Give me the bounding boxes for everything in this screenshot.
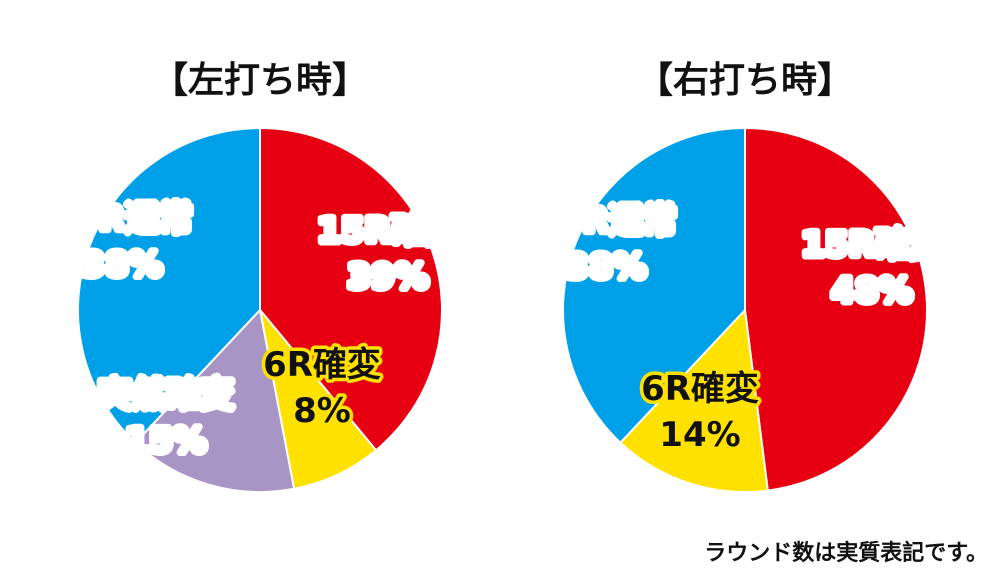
slice-value-label: 38% [81, 245, 162, 285]
pie-slice [618, 307, 769, 493]
slice-value-label: 39% [347, 257, 428, 297]
slice-value-label: 8% [293, 391, 351, 431]
pie-slice [744, 126, 928, 492]
slice-label: 10R通常 [51, 199, 193, 239]
pie-slice [133, 307, 296, 493]
slice-value-label: 15% [125, 421, 206, 461]
slice-label: 10R通常 [535, 201, 677, 241]
slice-label: 15R確変 [317, 211, 459, 251]
pie-slice [259, 126, 443, 452]
slice-label: 15R確変 [801, 225, 943, 265]
slice-label: 突然確変 [98, 375, 234, 415]
right-hit-pie-chart: 【右打ち時】 15R確変 48% 6R確変 14% 10R通常 38% [532, 60, 946, 493]
slice-label: 6R確変 [263, 345, 381, 385]
pie-slice [562, 126, 746, 445]
slice-value-label: 48% [831, 271, 912, 311]
pie-slice [259, 309, 378, 490]
chart-title: 【左打ち時】 [152, 60, 368, 101]
chart-title: 【右打ち時】 [637, 60, 853, 101]
slice-value-label: 38% [565, 247, 646, 287]
slice-label: 6R確変 [641, 369, 759, 409]
slice-value-label: 14% [659, 415, 740, 455]
pie-slice [77, 126, 261, 445]
left-hit-pie-chart: 【左打ち時】 15R確変 39% 6R確変 8% 突然確変 15% 10R通常 38% [48, 60, 462, 493]
footnote: ラウンド数は実質表記です。 [704, 540, 988, 566]
